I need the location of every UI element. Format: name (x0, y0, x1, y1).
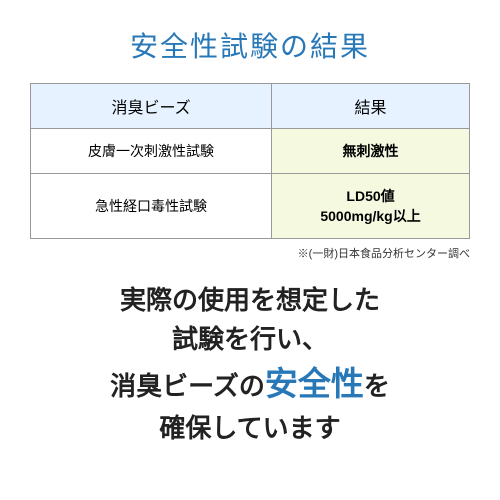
summary-text: 実際の使用を想定した 試験を行い、 消臭ビーズの安全性を 確保しています (30, 281, 470, 448)
summary-prefix: 消臭ビーズの (110, 371, 265, 401)
table-header-result: 結果 (272, 84, 470, 129)
results-table: 消臭ビーズ 結果 皮膚一次刺激性試験 無刺激性 急性経口毒性試験 LD50値 5… (30, 83, 470, 239)
summary-suffix: を (364, 371, 390, 401)
summary-line: 確保しています (159, 413, 340, 443)
footnote: ※(一財)日本食品分析センター調べ (30, 245, 470, 261)
result-line: 5000mg/kg以上 (280, 206, 461, 226)
table-row: 皮膚一次刺激性試験 無刺激性 (31, 129, 470, 174)
result-line: LD50値 (280, 186, 461, 206)
summary-line: 試験を行い、 (172, 324, 328, 354)
test-label: 皮膚一次刺激性試験 (31, 129, 272, 174)
test-result: 無刺激性 (272, 129, 470, 174)
table-header-product: 消臭ビーズ (31, 84, 272, 129)
test-label: 急性経口毒性試験 (31, 174, 272, 239)
page-title: 安全性試験の結果 (30, 25, 470, 65)
summary-highlight: 安全性 (265, 365, 364, 402)
test-result: LD50値 5000mg/kg以上 (272, 174, 470, 239)
table-row: 急性経口毒性試験 LD50値 5000mg/kg以上 (31, 174, 470, 239)
summary-line: 実際の使用を想定した (120, 285, 380, 315)
